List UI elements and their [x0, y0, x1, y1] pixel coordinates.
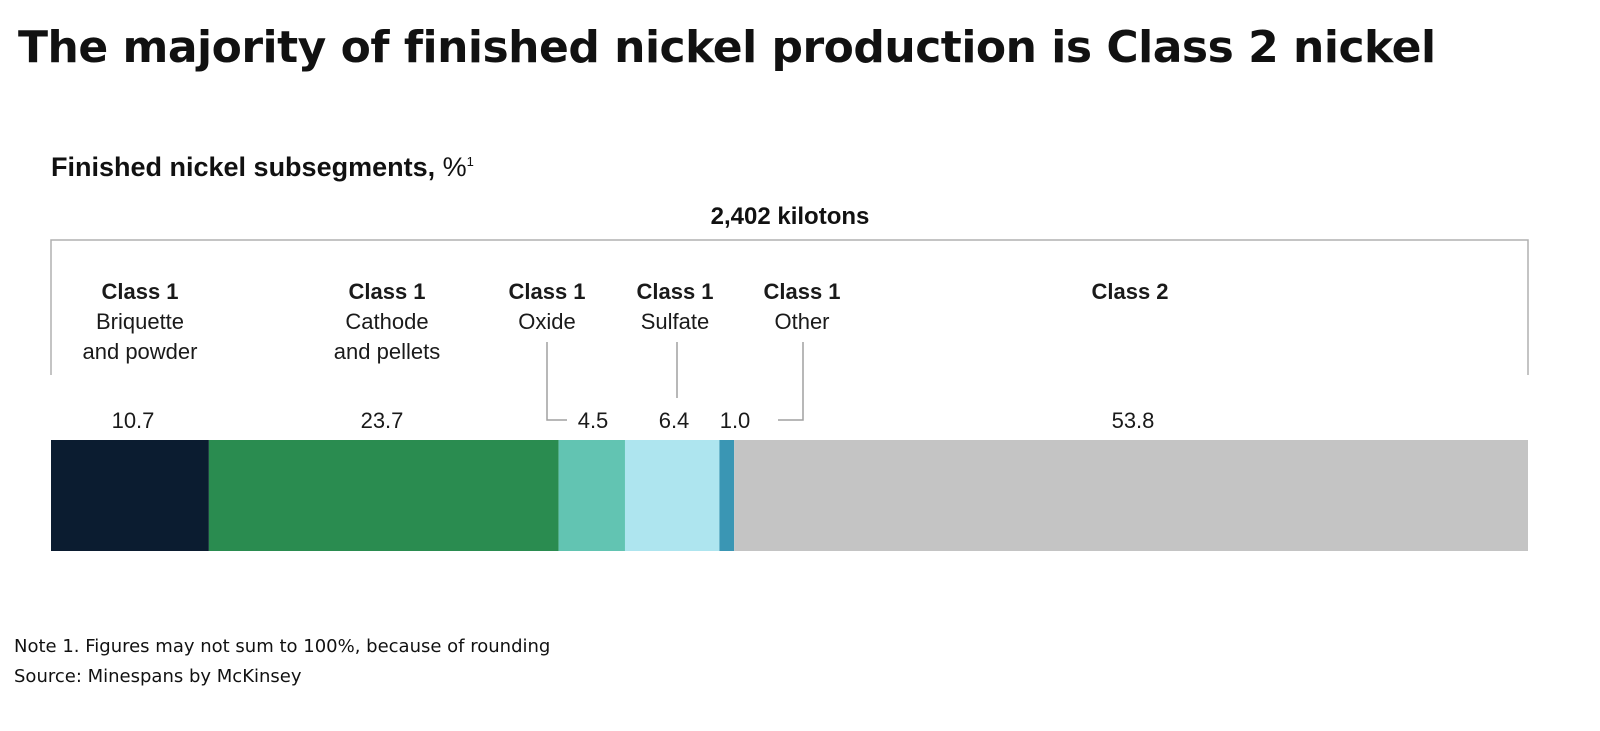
leader-line-oxide: [546, 342, 567, 421]
chart-subtitle: Finished nickel subsegments, %1: [51, 152, 474, 183]
segment-class-label: Class 1: [101, 279, 178, 304]
segment-name-label: Cathode: [345, 309, 428, 334]
bar-segment: [719, 440, 735, 551]
subtitle-text: Finished nickel subsegments,: [51, 152, 436, 182]
segment-name-label: and pellets: [334, 339, 440, 364]
footnote: Note 1. Figures may not sum to 100%, bec…: [14, 636, 551, 657]
total-bracket: [50, 239, 1529, 375]
page-title: The majority of finished nickel producti…: [18, 22, 1436, 73]
segment-name-label: Sulfate: [641, 309, 710, 334]
segment-name-label: and powder: [83, 339, 198, 364]
segment-value-label: 53.8: [1112, 408, 1155, 433]
segment-value-label: 23.7: [361, 408, 404, 433]
segment-class-label: Class 1: [636, 279, 713, 304]
bar-segment: [51, 440, 209, 551]
segment-name-label: Briquette: [96, 309, 184, 334]
footnote-marker: 1: [466, 154, 474, 169]
total-label: 2,402 kilotons: [710, 203, 870, 230]
segment-class-label: Class 1: [348, 279, 425, 304]
source-note: Source: Minespans by McKinsey: [14, 666, 302, 687]
segment-value-label: 6.4: [659, 408, 690, 433]
segment-class-label: Class 2: [1091, 279, 1168, 304]
segment-name-label: Oxide: [518, 309, 575, 334]
bar-segment: [734, 440, 1528, 551]
segment-value-label: 4.5: [578, 408, 609, 433]
segment-class-label: Class 1: [763, 279, 840, 304]
segment-class-label: Class 1: [508, 279, 585, 304]
segment-name-label: Other: [774, 309, 829, 334]
bar-segment: [208, 440, 559, 551]
leader-line-other: [778, 342, 804, 421]
bar-segment: [624, 440, 720, 551]
bar-segment: [558, 440, 625, 551]
segment-value-label: 10.7: [112, 408, 155, 433]
unit-label: %: [442, 152, 467, 182]
segment-value-label: 1.0: [720, 408, 751, 433]
